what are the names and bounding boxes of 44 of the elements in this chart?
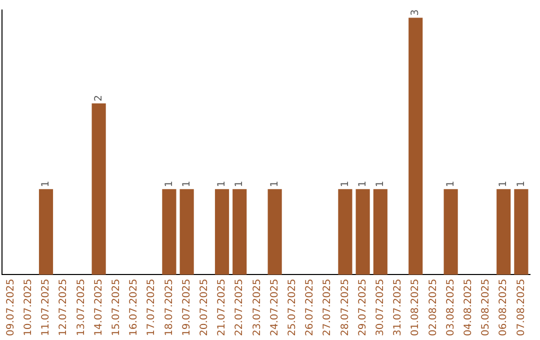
data-label: 1 bbox=[269, 180, 280, 188]
x-tick-label: 21.07.2025 bbox=[216, 278, 228, 336]
data-label: 1 bbox=[445, 180, 456, 188]
x-tick-label: 24.07.2025 bbox=[269, 278, 280, 336]
x-tick-label: 02.08.2025 bbox=[428, 278, 439, 336]
data-label: 1 bbox=[357, 180, 368, 188]
x-tick-label: 10.07.2025 bbox=[22, 278, 34, 336]
x-tick-label: 15.07.2025 bbox=[110, 278, 122, 336]
x-tick-label: 25.07.2025 bbox=[286, 278, 298, 336]
x-tick-label: 19.07.2025 bbox=[181, 278, 192, 336]
data-label: 1 bbox=[234, 180, 246, 188]
x-tick-label: 28.07.2025 bbox=[340, 278, 351, 336]
data-label: 1 bbox=[216, 180, 228, 188]
data-label: 1 bbox=[498, 180, 510, 188]
x-tick-label: 20.07.2025 bbox=[198, 278, 210, 336]
x-tick-label: 30.07.2025 bbox=[374, 278, 386, 336]
x-tick-label: 17.07.2025 bbox=[146, 278, 158, 336]
data-label: 1 bbox=[164, 180, 175, 188]
x-tick-label: 01.08.2025 bbox=[410, 278, 422, 336]
data-label: 1 bbox=[40, 180, 52, 188]
x-tick-label: 22.07.2025 bbox=[234, 278, 246, 336]
data-label: 1 bbox=[516, 180, 527, 188]
x-tick-label: 05.08.2025 bbox=[480, 278, 492, 336]
data-label: 3 bbox=[410, 9, 422, 16]
x-tick-label: 07.08.2025 bbox=[516, 278, 527, 336]
x-tick-label: 16.07.2025 bbox=[128, 278, 140, 336]
x-tick-label: 03.08.2025 bbox=[445, 278, 456, 336]
x-tick-label: 29.07.2025 bbox=[357, 278, 368, 336]
x-tick-label: 23.07.2025 bbox=[252, 278, 263, 336]
x-tick-label: 13.07.2025 bbox=[76, 278, 87, 336]
x-tick-label: 14.07.2025 bbox=[93, 278, 104, 336]
x-tick-label: 31.07.2025 bbox=[392, 278, 404, 336]
x-tick-label: 11.07.2025 bbox=[40, 278, 52, 336]
data-label: 1 bbox=[340, 180, 351, 188]
x-tick-label: 27.07.2025 bbox=[322, 278, 334, 336]
data-label: 1 bbox=[181, 180, 192, 188]
data-label: 1 bbox=[374, 180, 386, 188]
x-tick-label: 04.08.2025 bbox=[462, 278, 474, 336]
x-tick-label: 12.07.2025 bbox=[58, 278, 70, 336]
x-tick-label: 18.07.2025 bbox=[164, 278, 175, 336]
data-label: 2 bbox=[93, 95, 104, 102]
x-tick-label: 06.08.2025 bbox=[498, 278, 510, 336]
x-tick-label: 09.07.2025 bbox=[5, 278, 16, 336]
x-tick-label: 26.07.2025 bbox=[304, 278, 316, 336]
